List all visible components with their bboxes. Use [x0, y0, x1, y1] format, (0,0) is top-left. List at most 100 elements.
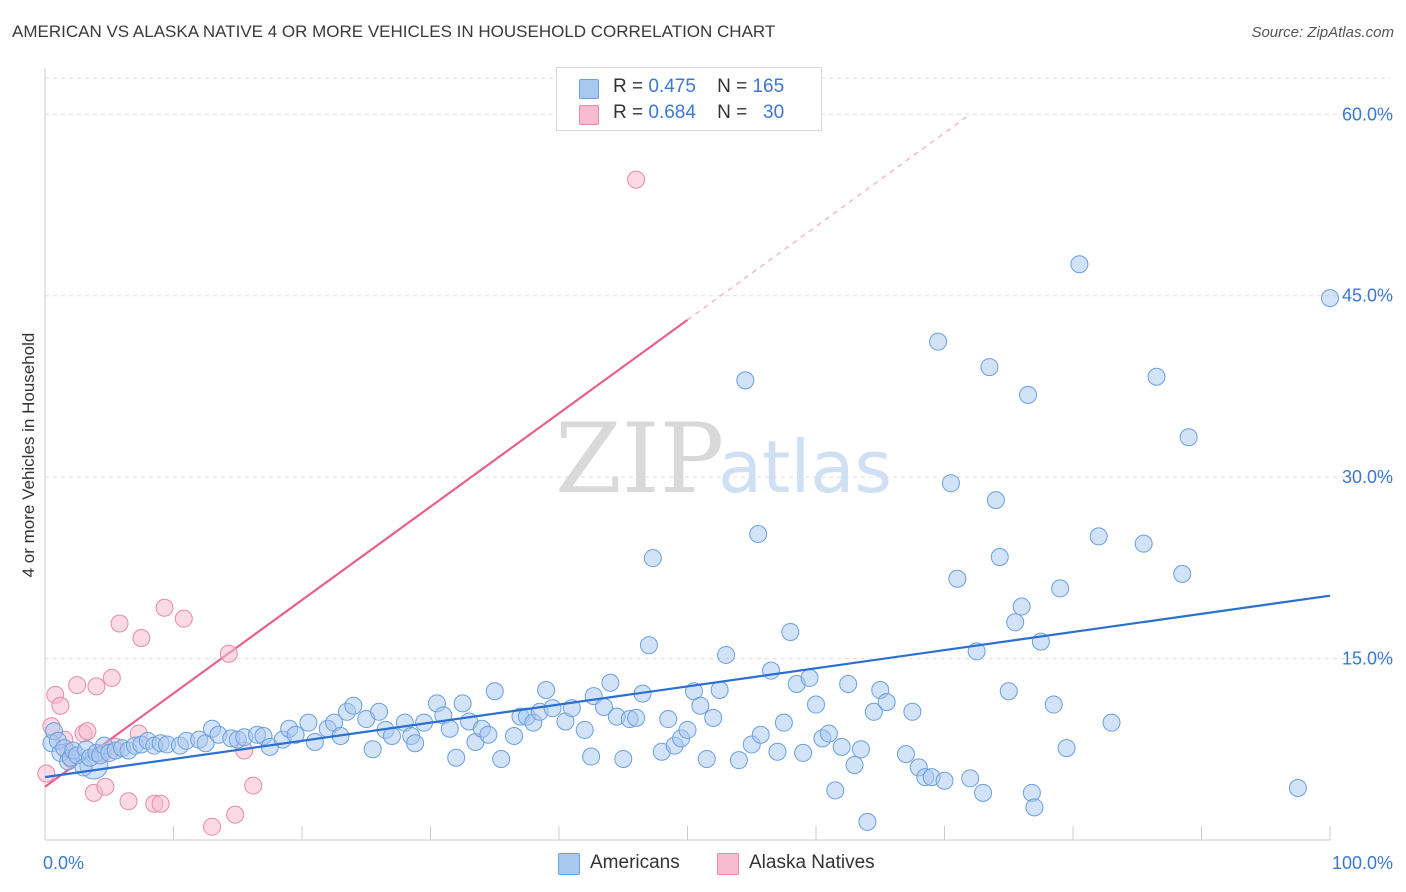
legend-r-value: 0.475 — [648, 76, 696, 97]
americans-point — [851, 740, 870, 759]
americans-point — [929, 332, 948, 351]
americans-point — [1025, 798, 1044, 817]
americans-point — [1012, 597, 1031, 616]
americans-point — [659, 710, 678, 729]
americans-point — [543, 699, 562, 718]
americans-point — [941, 474, 960, 493]
americans-point — [697, 749, 716, 768]
legend-r-label: R = — [613, 76, 644, 97]
americans-point — [582, 747, 601, 766]
alaska-natives-point — [151, 794, 170, 813]
americans-point — [710, 681, 729, 700]
axes — [44, 68, 1331, 841]
alaska-natives-point — [87, 677, 106, 696]
stats-legend: R = 0.475 N = 165 R = 0.684 N = 30 — [556, 67, 822, 131]
americans-point — [537, 681, 556, 700]
alaska-natives-legend-label: Alaska Natives — [749, 852, 875, 873]
alaska-natives-legend-swatch — [717, 853, 739, 875]
alaska-natives-point — [226, 805, 245, 824]
x-tick-label: 0.0% — [43, 853, 84, 873]
alaska-natives-trendline — [44, 113, 971, 788]
americans-point — [768, 742, 787, 761]
americans-point — [1044, 695, 1063, 714]
alaska-natives-point — [155, 598, 174, 617]
watermark: ZIP atlas — [555, 403, 892, 515]
alaska-natives-point — [132, 629, 151, 648]
watermark-zip: ZIP — [555, 403, 724, 515]
americans-point — [1006, 613, 1025, 632]
americans-legend-swatch — [558, 853, 580, 875]
americans-legend-label: Americans — [590, 852, 680, 873]
alaska-natives-point — [102, 668, 121, 687]
americans-point — [845, 756, 864, 775]
americans-point — [344, 696, 363, 715]
legend-n-label: N = — [717, 102, 748, 123]
americans-trendline — [44, 594, 1331, 779]
americans-points — [42, 255, 1339, 831]
americans-point — [1134, 534, 1153, 553]
americans-point — [961, 769, 980, 788]
chart-title: AMERICAN VS ALASKA NATIVE 4 OR MORE VEHI… — [12, 22, 776, 41]
americans-point — [729, 751, 748, 770]
americans-point — [370, 702, 389, 721]
americans-point — [807, 695, 825, 714]
alaska-natives-point — [627, 170, 646, 189]
americans-point — [505, 726, 524, 745]
americans-point — [717, 645, 736, 664]
americans-point — [1089, 527, 1108, 546]
americans-point — [639, 636, 658, 655]
americans-point — [762, 661, 781, 680]
americans-point — [819, 724, 838, 743]
americans-point — [286, 725, 305, 744]
americans-point — [749, 524, 768, 543]
tick-labels: 15.0% 30.0% 45.0% 60.0% 0.0% 100.0% — [43, 104, 1393, 873]
americans-point — [1102, 713, 1121, 732]
source-credit: Source: ZipAtlas.com — [1251, 24, 1394, 41]
alaska-natives-trendline-solid — [44, 319, 689, 788]
americans-point — [858, 812, 877, 831]
alaska-natives-point — [119, 792, 138, 811]
americans-point — [1057, 739, 1076, 758]
americans-point — [704, 708, 723, 727]
americans-point — [601, 673, 620, 692]
americans-point — [800, 668, 819, 687]
americans-trendline-solid — [44, 594, 1331, 779]
alaska-natives-point — [96, 777, 115, 796]
alaska-natives-point — [78, 722, 97, 741]
americans-point — [990, 547, 1009, 566]
y-tick-label: 45.0% — [1342, 286, 1393, 306]
americans-point — [440, 719, 459, 738]
legend-n-value: 30 — [763, 102, 785, 123]
americans-point — [678, 720, 697, 739]
americans-point — [305, 733, 324, 752]
legend-r-value: 0.684 — [648, 102, 696, 123]
legend-r-label: R = — [613, 102, 644, 123]
americans-point — [447, 748, 466, 767]
americans-point — [986, 491, 1005, 510]
americans-swatch — [579, 79, 599, 99]
legend-n-value: 165 — [752, 76, 785, 97]
americans-point — [1051, 579, 1070, 598]
americans-point — [948, 569, 967, 588]
alaska-natives-point — [68, 676, 87, 695]
y-tick-label: 15.0% — [1342, 649, 1393, 669]
alaska-natives-trendline-extension — [687, 113, 971, 321]
alaska-natives-point — [219, 644, 238, 663]
americans-point — [1173, 564, 1192, 583]
americans-point — [299, 713, 318, 732]
alaska-natives-point — [244, 776, 263, 795]
americans-point — [627, 708, 646, 727]
americans-point — [999, 682, 1018, 701]
americans-point — [877, 693, 896, 712]
americans-point — [736, 371, 755, 390]
x-tick-label: 100.0% — [1332, 853, 1393, 873]
alaska-natives-swatch — [579, 105, 599, 125]
americans-point — [794, 743, 813, 762]
americans-point — [980, 358, 999, 377]
americans-point — [1288, 778, 1307, 797]
americans-point — [575, 720, 594, 739]
americans-point — [691, 696, 710, 715]
americans-point — [903, 702, 922, 721]
americans-point — [896, 745, 915, 764]
